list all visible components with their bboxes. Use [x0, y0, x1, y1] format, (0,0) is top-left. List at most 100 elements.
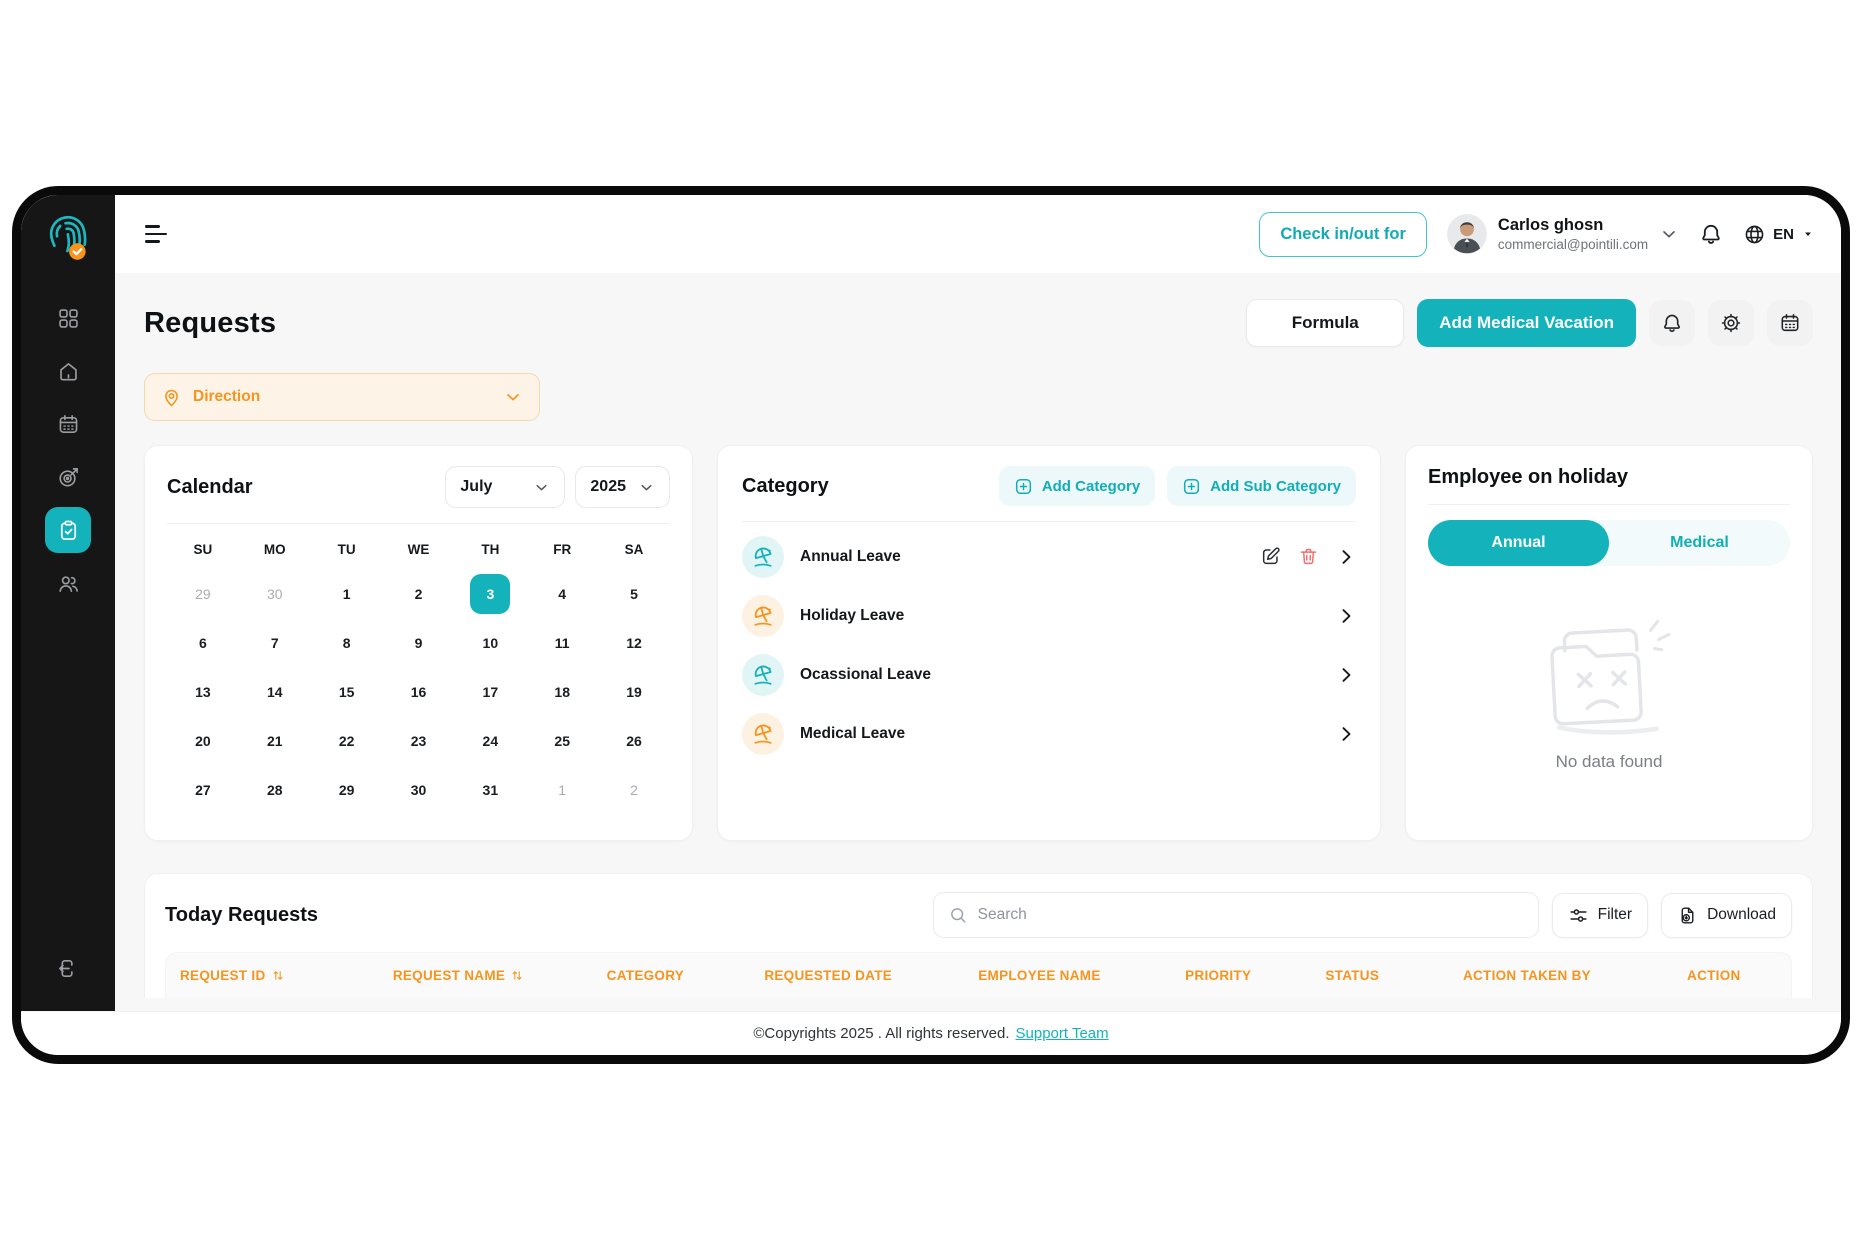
notifications-button[interactable]: [1649, 300, 1695, 346]
calendar-day[interactable]: 18: [526, 667, 598, 716]
calendar-day[interactable]: 29: [167, 569, 239, 618]
calendar-day[interactable]: 8: [311, 618, 383, 667]
day-number: 29: [338, 781, 355, 798]
add-category-button[interactable]: Add Category: [998, 466, 1156, 506]
formula-button[interactable]: Formula: [1246, 299, 1405, 347]
calendar-day[interactable]: 25: [526, 716, 598, 765]
sidebar-item-home[interactable]: [45, 348, 91, 394]
sidebar-item-logout[interactable]: [45, 945, 91, 991]
content-area: Requests Formula Add Medical Vacation: [115, 273, 1841, 1011]
calendar-day[interactable]: 9: [383, 618, 455, 667]
add-sub-category-button[interactable]: Add Sub Category: [1167, 466, 1356, 506]
calendar-day[interactable]: 20: [167, 716, 239, 765]
calendar-day[interactable]: 17: [454, 667, 526, 716]
calendar-day[interactable]: 12: [598, 618, 670, 667]
column-request-name[interactable]: REQUEST NAME: [353, 968, 564, 983]
home-icon: [57, 360, 80, 383]
sidebar-item-goals[interactable]: [45, 454, 91, 500]
chevron-right-icon[interactable]: [1336, 665, 1356, 685]
support-team-link[interactable]: Support Team: [1015, 1025, 1109, 1042]
chevron-right-icon[interactable]: [1336, 547, 1356, 567]
calendar-day[interactable]: 28: [239, 765, 311, 814]
calendar-day[interactable]: 30: [239, 569, 311, 618]
search-icon: [948, 905, 968, 925]
download-button[interactable]: Download: [1661, 892, 1792, 938]
edit-icon[interactable]: [1260, 546, 1281, 567]
sidebar-item-team[interactable]: [45, 560, 91, 606]
calendar-day[interactable]: 13: [167, 667, 239, 716]
calendar-day[interactable]: 24: [454, 716, 526, 765]
day-number: 2: [630, 781, 638, 798]
tab-annual[interactable]: Annual: [1428, 520, 1609, 566]
settings-button[interactable]: [1708, 300, 1754, 346]
add-medical-vacation-button[interactable]: Add Medical Vacation: [1417, 299, 1636, 347]
delete-trash-icon[interactable]: [1298, 546, 1319, 567]
category-label: Ocassional Leave: [800, 665, 931, 683]
day-of-week: TU: [337, 542, 356, 557]
category-title: Category: [742, 474, 829, 497]
day-of-week: WE: [407, 542, 430, 557]
calendar-day[interactable]: 27: [167, 765, 239, 814]
hamburger-menu-icon[interactable]: [145, 225, 171, 243]
direction-dropdown[interactable]: Direction: [144, 373, 540, 421]
calendar-button[interactable]: [1767, 300, 1813, 346]
column-label: ACTION: [1687, 968, 1741, 983]
calendar-day[interactable]: 31: [454, 765, 526, 814]
category-card: Category Add Category: [717, 445, 1381, 841]
calendar-day[interactable]: 7: [239, 618, 311, 667]
category-row-annual-leave[interactable]: Annual Leave: [742, 527, 1356, 586]
bell-icon: [1661, 312, 1683, 334]
calendar-day[interactable]: 16: [383, 667, 455, 716]
category-row-holiday-leave[interactable]: Holiday Leave: [742, 586, 1356, 645]
sidebar-item-calendar[interactable]: [45, 401, 91, 447]
chevron-right-icon[interactable]: [1336, 606, 1356, 626]
calendar-day[interactable]: 26: [598, 716, 670, 765]
calendar-day[interactable]: 19: [598, 667, 670, 716]
check-in-out-button[interactable]: Check in/out for: [1259, 211, 1427, 257]
calendar-day[interactable]: 30: [383, 765, 455, 814]
month-select[interactable]: July: [445, 466, 566, 508]
day-number: 24: [482, 732, 499, 749]
calendar-day[interactable]: 3: [454, 569, 526, 618]
calendar-day[interactable]: 15: [311, 667, 383, 716]
calendar-day[interactable]: 21: [239, 716, 311, 765]
category-row-medical-leave[interactable]: Medical Leave: [742, 704, 1356, 763]
sidebar-item-requests[interactable]: [45, 507, 91, 553]
footer: ©Copyrights 2025 . All rights reserved. …: [21, 1011, 1841, 1055]
calendar-day[interactable]: 29: [311, 765, 383, 814]
day-number: 14: [266, 683, 283, 700]
calendar-day[interactable]: 22: [311, 716, 383, 765]
language-selector[interactable]: EN: [1743, 223, 1815, 246]
filter-sliders-icon: [1568, 905, 1589, 926]
column-label: PRIORITY: [1185, 968, 1252, 983]
calendar-day[interactable]: 11: [526, 618, 598, 667]
calendar-day[interactable]: 5: [598, 569, 670, 618]
calendar-day[interactable]: 2: [598, 765, 670, 814]
calendar-day[interactable]: 1: [526, 765, 598, 814]
day-number: 8: [342, 634, 351, 651]
calendar-icon: [1779, 312, 1801, 334]
day-number: 13: [195, 683, 211, 700]
day-number: 27: [195, 781, 211, 798]
calendar-day[interactable]: 4: [526, 569, 598, 618]
column-request-id[interactable]: REQUEST ID: [166, 968, 353, 983]
beach-umbrella-icon: [742, 653, 784, 696]
user-menu[interactable]: Carlos ghosn commercial@pointili.com: [1446, 214, 1679, 254]
notifications-bell-icon[interactable]: [1699, 222, 1723, 246]
category-row-ocassional-leave[interactable]: Ocassional Leave: [742, 645, 1356, 704]
column-label: ACTION TAKEN BY: [1462, 968, 1591, 983]
calendar-day[interactable]: 1: [311, 569, 383, 618]
sidebar-item-dashboard[interactable]: [45, 295, 91, 341]
filter-button[interactable]: Filter: [1551, 892, 1649, 938]
calendar-day[interactable]: 14: [239, 667, 311, 716]
tab-medical[interactable]: Medical: [1670, 534, 1729, 551]
year-select[interactable]: 2025: [575, 466, 670, 508]
calendar-day[interactable]: 2: [383, 569, 455, 618]
divider: [1428, 504, 1790, 505]
search-input[interactable]: [977, 906, 1524, 924]
calendar-day[interactable]: 10: [454, 618, 526, 667]
calendar-day[interactable]: 23: [383, 716, 455, 765]
column-label: CATEGORY: [606, 968, 685, 983]
chevron-right-icon[interactable]: [1336, 724, 1356, 744]
calendar-day[interactable]: 6: [167, 618, 239, 667]
